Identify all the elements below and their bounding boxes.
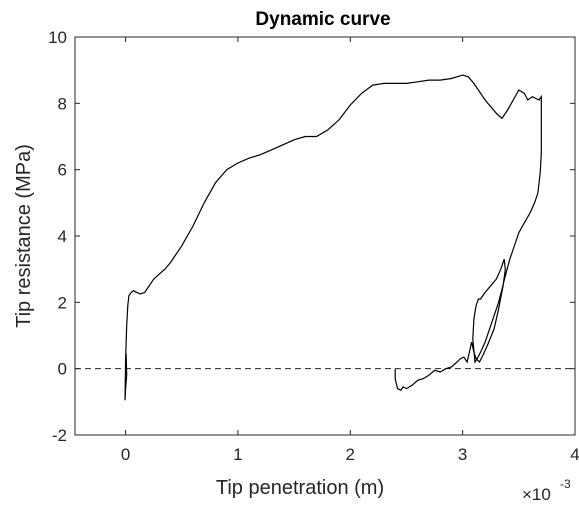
x-tick-label: 2 bbox=[346, 445, 355, 464]
x-axis-exponent-base: ×10 bbox=[522, 485, 551, 504]
chart-title: Dynamic curve bbox=[255, 9, 390, 30]
y-tick-label: 4 bbox=[58, 227, 67, 246]
x-axis-exponent-power: -3 bbox=[560, 477, 571, 491]
x-tick-label: 4 bbox=[570, 445, 579, 464]
plot-area-frame bbox=[74, 36, 576, 436]
data-series-curve bbox=[124, 74, 542, 401]
y-tick-label: -2 bbox=[52, 426, 67, 445]
y-axis-label: Tip resistance (MPa) bbox=[13, 144, 35, 328]
x-tick-label: 1 bbox=[233, 445, 242, 464]
y-tick-label: 8 bbox=[58, 94, 67, 113]
x-axis-label: Tip penetration (m) bbox=[216, 477, 384, 499]
x-tick-label: 0 bbox=[121, 445, 130, 464]
y-axis-ticks: -2 0 2 4 6 8 10 bbox=[48, 28, 575, 445]
y-tick-label: 2 bbox=[58, 293, 67, 312]
y-tick-label: 6 bbox=[58, 161, 67, 180]
y-tick-label: 10 bbox=[48, 28, 67, 47]
x-tick-label: 3 bbox=[458, 445, 467, 464]
x-axis-ticks: 0 1 2 3 4 bbox=[121, 37, 579, 464]
y-tick-label: 0 bbox=[58, 360, 67, 379]
